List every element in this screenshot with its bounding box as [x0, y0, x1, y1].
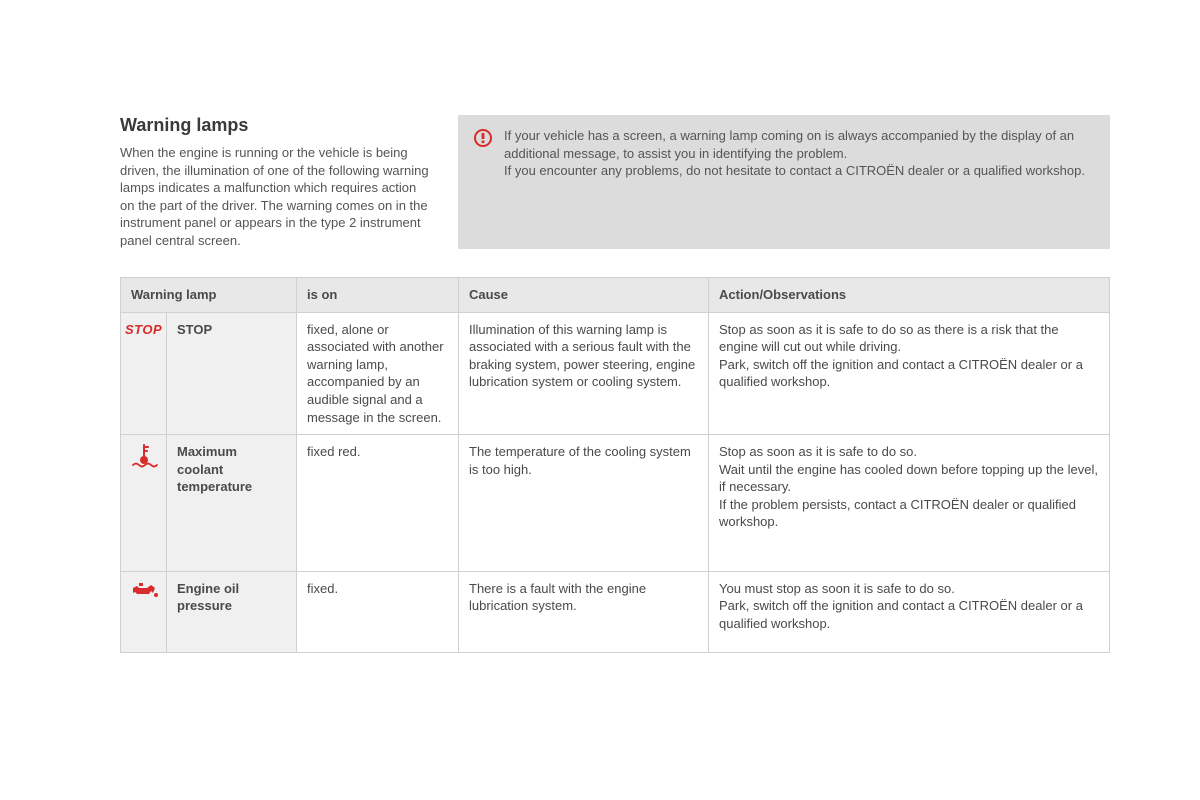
is-on-cell: fixed, alone or associated with another …: [297, 312, 459, 434]
table-row: STOPSTOPfixed, alone or associated with …: [121, 312, 1110, 434]
lamp-name-cell: Engine oil pressure: [167, 571, 297, 653]
cause-cell: The temperature of the cooling system is…: [459, 435, 709, 572]
lamp-icon-cell: STOP: [121, 312, 167, 434]
oil-pressure-icon: [129, 580, 159, 600]
col-header-ison: is on: [297, 278, 459, 313]
is-on-cell: fixed.: [297, 571, 459, 653]
coolant-temp-icon: [130, 443, 158, 469]
cause-cell: Illumination of this warning lamp is ass…: [459, 312, 709, 434]
action-cell: Stop as soon as it is safe to do so as t…: [709, 312, 1110, 434]
warning-lamps-table: Warning lamp is on Cause Action/Observat…: [120, 277, 1110, 653]
info-text: If your vehicle has a screen, a warning …: [504, 127, 1096, 180]
table-header-row: Warning lamp is on Cause Action/Observat…: [121, 278, 1110, 313]
intro-column: Warning lamps When the engine is running…: [120, 115, 430, 249]
cause-cell: There is a fault with the engine lubrica…: [459, 571, 709, 653]
alert-icon: [474, 129, 492, 150]
table-row: Engine oil pressurefixed.There is a faul…: [121, 571, 1110, 653]
is-on-cell: fixed red.: [297, 435, 459, 572]
intro-text: When the engine is running or the vehicl…: [120, 144, 430, 249]
lamp-name-cell: STOP: [167, 312, 297, 434]
action-cell: You must stop as soon it is safe to do s…: [709, 571, 1110, 653]
table-row: Maximum coolant temperaturefixed red.The…: [121, 435, 1110, 572]
stop-icon: STOP: [125, 322, 162, 337]
lamp-icon-cell: [121, 571, 167, 653]
col-header-action: Action/Observations: [709, 278, 1110, 313]
col-header-cause: Cause: [459, 278, 709, 313]
page-title: Warning lamps: [120, 115, 430, 136]
col-header-lamp: Warning lamp: [121, 278, 297, 313]
info-callout: If your vehicle has a screen, a warning …: [458, 115, 1110, 249]
header-section: Warning lamps When the engine is running…: [120, 115, 1110, 249]
action-cell: Stop as soon as it is safe to do so.Wait…: [709, 435, 1110, 572]
lamp-name-cell: Maximum coolant temperature: [167, 435, 297, 572]
lamp-icon-cell: [121, 435, 167, 572]
